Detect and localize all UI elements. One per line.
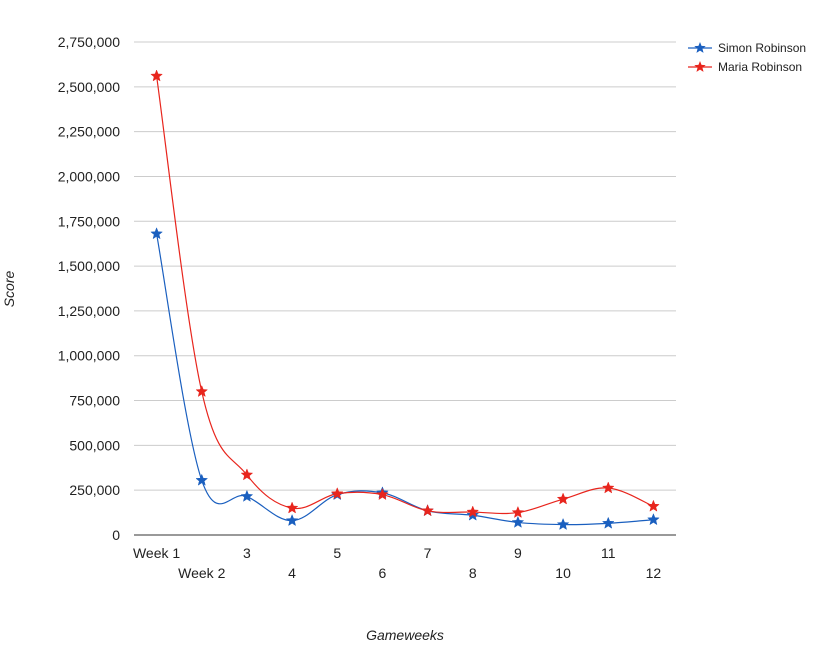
- series-point-star: [466, 505, 480, 518]
- series-point-star: [150, 227, 163, 240]
- legend-star-icon: [694, 42, 706, 53]
- x-tick-label: Week 1: [133, 545, 180, 561]
- y-tick-label: 1,250,000: [58, 303, 120, 319]
- x-tick-label: 9: [514, 545, 522, 561]
- series-point-star: [511, 515, 525, 528]
- series-line: [155, 75, 654, 515]
- y-tick-label: 750,000: [69, 393, 120, 409]
- series-point-star: [556, 492, 570, 505]
- y-tick-label: 2,250,000: [58, 124, 120, 140]
- y-tick-label: 2,000,000: [58, 168, 120, 184]
- legend: Simon Robinson Maria Robinson: [688, 41, 806, 74]
- series-point-star: [647, 513, 660, 526]
- series-layer: [150, 69, 660, 531]
- x-tick-label: 12: [646, 565, 662, 581]
- x-tick-label: Week 2: [178, 565, 225, 581]
- series-point-star: [195, 384, 209, 397]
- legend-label: Simon Robinson: [718, 41, 806, 55]
- y-tick-label: 2,750,000: [58, 34, 120, 50]
- series-point-star: [556, 517, 570, 531]
- series-point-star: [376, 487, 389, 501]
- series-line: [155, 233, 654, 526]
- series-point-star: [285, 513, 299, 527]
- series-point-star: [421, 504, 434, 517]
- series-point-star: [601, 481, 615, 494]
- series-point-star: [285, 501, 299, 514]
- series-point-star: [647, 499, 660, 512]
- y-tick-label: 2,500,000: [58, 79, 120, 95]
- x-tick-label: 10: [555, 565, 571, 581]
- series-point-star: [511, 505, 525, 519]
- y-tick-label: 500,000: [69, 437, 120, 453]
- x-tick-label: 8: [469, 565, 477, 581]
- y-tick-label: 1,000,000: [58, 348, 120, 364]
- series-point-star: [601, 516, 615, 529]
- y-tick-label: 250,000: [69, 482, 120, 498]
- x-tick-label: 6: [379, 565, 387, 581]
- axis-layer: 0 250,000 500,000 750,000 1,000,000 1,250,000…: [58, 34, 676, 581]
- x-tick-label: 3: [243, 545, 251, 561]
- legend-label: Maria Robinson: [718, 60, 802, 74]
- y-tick-label: 1,500,000: [58, 258, 120, 274]
- series-point-star: [330, 487, 344, 500]
- y-tick-label: 1,750,000: [58, 213, 120, 229]
- x-axis-title: Gameweeks: [366, 627, 444, 643]
- x-tick-label: 4: [288, 565, 296, 581]
- y-axis-title: Score: [1, 271, 17, 308]
- series-point-star: [195, 473, 209, 486]
- grid-layer: [134, 41, 676, 491]
- legend-star-icon: [694, 61, 706, 72]
- x-tick-label: 5: [333, 545, 341, 561]
- x-tick-label: 7: [424, 545, 432, 561]
- x-tick-label: 11: [601, 545, 616, 561]
- series-point-star: [240, 468, 254, 481]
- y-tick-label: 0: [112, 527, 120, 543]
- series-point-star: [150, 69, 163, 82]
- series-point-star: [240, 489, 254, 502]
